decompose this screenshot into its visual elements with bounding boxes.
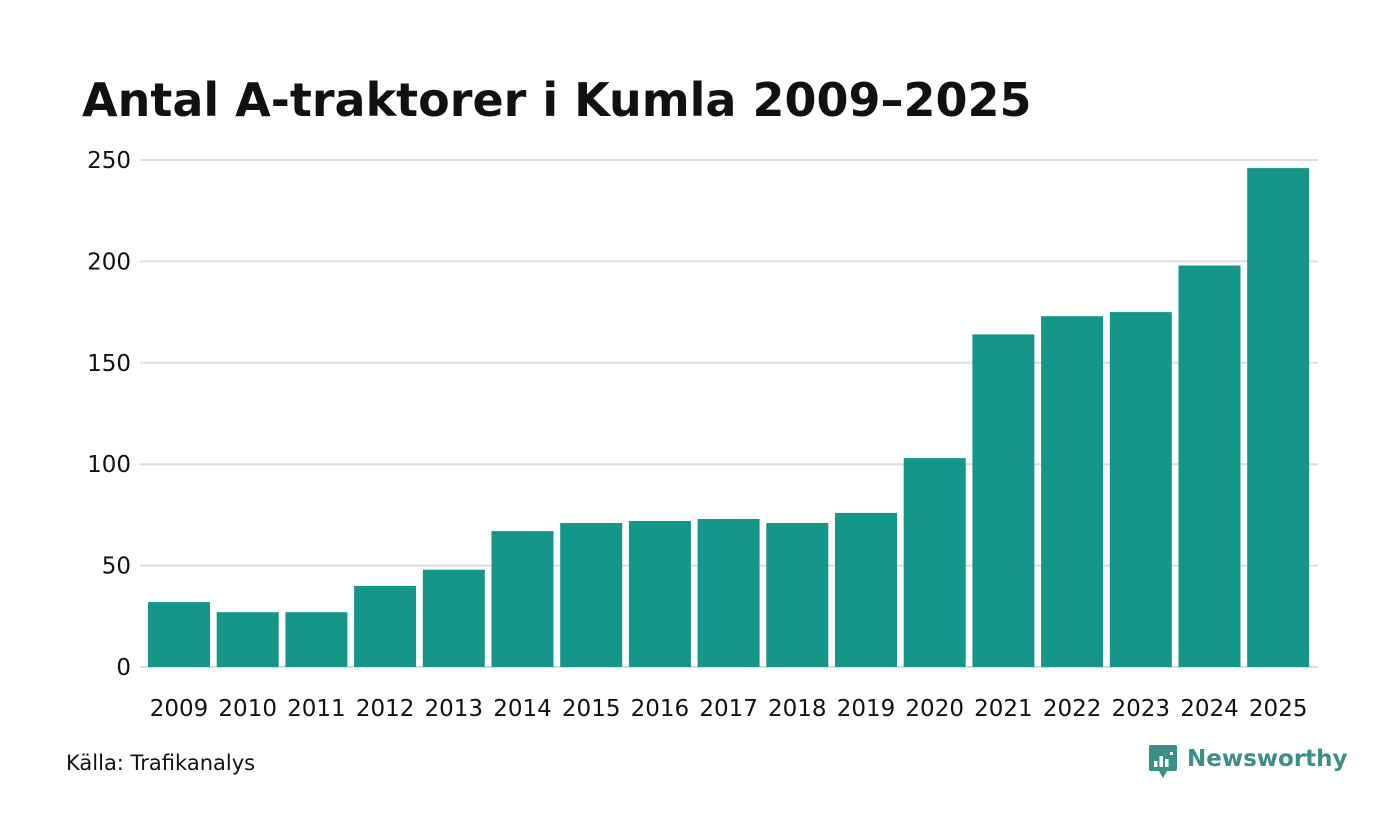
x-axis-tick-labels: 2009 2010 2011 2012 2013 2014 2015 2016 2017 2018… [150,696,1308,722]
y-tick-label: 150 [87,351,131,377]
x-tick-label: 2020 [905,696,964,722]
x-tick-label: 2024 [1180,696,1239,722]
x-tick-label: 2010 [218,696,277,722]
bar-2021 [972,334,1035,667]
newsworthy-logo: Newsworthy [1148,744,1348,784]
bar-2015 [560,523,623,667]
newsworthy-brand-name: Newsworthy [1187,746,1348,772]
x-tick-label: 2014 [493,696,552,722]
bar-2014 [491,531,554,667]
bar-2025 [1247,168,1310,667]
bar-2013 [422,569,485,667]
y-tick-label: 0 [116,655,131,681]
x-tick-label: 2019 [837,696,896,722]
bar-chart: 0 50 100 150 200 250 2009 2010 2011 2012 2013 2014… [87,148,1318,722]
bar-2022 [1041,316,1104,667]
bars [148,168,1310,667]
x-tick-label: 2012 [356,696,415,722]
source-text: Källa: Trafikanalys [66,751,256,775]
bar-2016 [628,521,691,667]
x-tick-label: 2023 [1112,696,1171,722]
y-axis-tick-labels: 0 50 100 150 200 250 [87,148,131,681]
x-tick-label: 2022 [1043,696,1102,722]
bar-2023 [1109,312,1172,667]
bar-2024 [1178,265,1241,667]
x-tick-label: 2017 [699,696,758,722]
bar-2011 [285,612,348,667]
y-tick-label: 250 [87,148,131,174]
chart-title: Antal A-traktorer i Kumla 2009–2025 [82,73,1032,127]
bar-2020 [903,458,966,667]
bar-2019 [835,512,897,667]
x-tick-label: 2015 [562,696,621,722]
y-tick-label: 200 [87,249,131,275]
x-tick-label: 2016 [631,696,690,722]
y-tick-label: 50 [102,554,131,580]
bar-2010 [216,612,279,667]
x-tick-label: 2009 [150,696,209,722]
y-tick-label: 100 [87,452,131,478]
bar-2018 [766,523,829,667]
bar-2012 [354,585,417,667]
x-tick-label: 2011 [287,696,346,722]
bar-2017 [697,519,760,667]
x-tick-label: 2025 [1249,696,1308,722]
x-tick-label: 2018 [768,696,827,722]
x-tick-label: 2021 [974,696,1033,722]
x-tick-label: 2013 [425,696,484,722]
newsworthy-logo-icon [1149,745,1177,778]
bar-2009 [148,602,210,667]
